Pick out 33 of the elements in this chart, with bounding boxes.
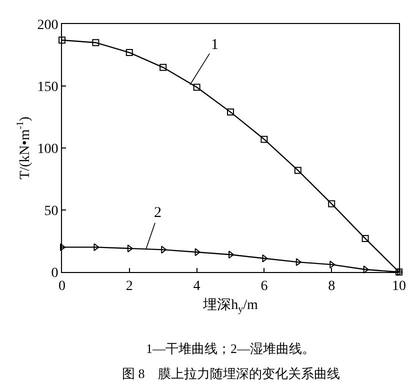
point	[227, 108, 234, 116]
x-tick-label: 10	[392, 278, 406, 294]
point	[362, 235, 369, 242]
y-tick-label: 100	[37, 142, 58, 157]
caption: 图 8 膜上拉力随埋深的变化关系曲线	[122, 366, 340, 381]
y-tick-label: 150	[37, 80, 58, 95]
point	[126, 49, 133, 56]
y-tick-label: 200	[37, 18, 58, 33]
x-tick-label: 2	[126, 278, 133, 294]
point	[260, 136, 268, 143]
x-tick-label: 6	[260, 278, 268, 294]
annotation: 1	[211, 37, 218, 53]
point	[193, 84, 200, 91]
point	[58, 36, 66, 44]
point	[127, 244, 133, 252]
point	[328, 200, 336, 208]
point	[161, 246, 167, 254]
point	[296, 258, 302, 266]
point	[92, 39, 100, 46]
point	[160, 64, 167, 71]
point	[294, 166, 302, 174]
y-tick-label: 0	[51, 266, 58, 281]
point	[262, 254, 268, 262]
annotation: 2	[154, 205, 162, 221]
x-tick-label: 8	[328, 278, 336, 294]
y-tick-label: 50	[44, 204, 58, 219]
point	[194, 248, 200, 256]
text: 1—干堆曲线；2—湿堆曲线。	[146, 341, 315, 356]
point	[94, 243, 100, 252]
point	[330, 260, 336, 269]
x-tick-label: 4	[193, 278, 200, 294]
x-axis-title: 埋深h$_{y}$/m	[202, 297, 258, 316]
point	[363, 266, 369, 274]
